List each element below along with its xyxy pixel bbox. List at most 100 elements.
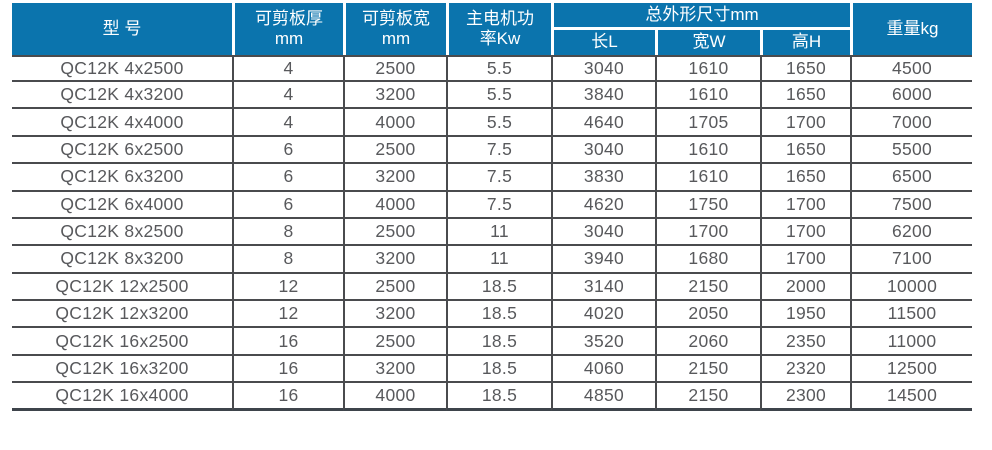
cell-power: 11: [446, 218, 551, 247]
cell-power: 5.5: [446, 109, 551, 137]
header-width: 宽W: [655, 29, 760, 55]
cell-length: 4620: [551, 191, 655, 219]
cell-power: 5.5: [446, 54, 551, 82]
cell-width: 2150: [655, 383, 760, 411]
cell-thickness: 8: [232, 246, 343, 274]
cell-weight: 5500: [850, 136, 973, 165]
header-thickness: 可剪板厚 mm: [232, 3, 343, 55]
header-weight: 重量kg: [850, 3, 973, 55]
cell-power: 18.5: [446, 355, 551, 384]
cell-plate-width: 3200: [343, 81, 446, 110]
cell-thickness: 4: [232, 54, 343, 82]
cell-thickness: 16: [232, 355, 343, 384]
cell-plate-width: 2500: [343, 273, 446, 302]
cell-model: QC12K 4x3200: [12, 81, 232, 110]
header-plate-width-label: 可剪板宽: [362, 9, 430, 29]
cell-length: 3040: [551, 54, 655, 82]
header-thickness-unit: mm: [274, 28, 304, 48]
cell-model: QC12K 16x3200: [12, 355, 232, 384]
cell-width: 2150: [655, 355, 760, 384]
cell-length: 4640: [551, 109, 655, 137]
table-row: QC12K 12x2500 12 2500 18.5 3140 2150 200…: [12, 273, 973, 302]
cell-power: 18.5: [446, 328, 551, 356]
cell-plate-width: 2500: [343, 218, 446, 247]
cell-model: QC12K 6x4000: [12, 191, 232, 219]
cell-length: 3140: [551, 273, 655, 302]
cell-model: QC12K 16x2500: [12, 328, 232, 356]
header-dimensions-group: 总外形尺寸mm: [551, 3, 851, 30]
cell-length: 3040: [551, 218, 655, 247]
header-plate-width-unit: mm: [381, 28, 411, 48]
cell-plate-width: 4000: [343, 191, 446, 219]
table-row: QC12K 4x3200 4 3200 5.5 3840 1610 1650 6…: [12, 81, 973, 110]
table-row: QC12K 6x4000 6 4000 7.5 4620 1750 1700 7…: [12, 191, 973, 219]
table-row: QC12K 4x4000 4 4000 5.5 4640 1705 1700 7…: [12, 109, 973, 137]
cell-height: 1650: [760, 54, 851, 82]
cell-width: 2060: [655, 328, 760, 356]
table-row: QC12K 4x2500 4 2500 5.5 3040 1610 1650 4…: [12, 54, 973, 82]
header-length: 长L: [551, 29, 655, 55]
cell-length: 4060: [551, 355, 655, 384]
cell-length: 3520: [551, 328, 655, 356]
cell-model: QC12K 12x2500: [12, 273, 232, 302]
cell-power: 18.5: [446, 301, 551, 329]
table-row: QC12K 16x2500 16 2500 18.5 3520 2060 235…: [12, 328, 973, 356]
cell-weight: 6000: [850, 81, 973, 110]
cell-plate-width: 3200: [343, 246, 446, 274]
cell-weight: 14500: [850, 383, 973, 411]
cell-height: 1650: [760, 136, 851, 165]
cell-height: 1700: [760, 246, 851, 274]
cell-height: 1700: [760, 109, 851, 137]
cell-thickness: 8: [232, 218, 343, 247]
table-row: QC12K 6x3200 6 3200 7.5 3830 1610 1650 6…: [12, 164, 973, 192]
cell-thickness: 6: [232, 136, 343, 165]
spec-table: 型 号 可剪板厚 mm 可剪板宽 mm 主电机功 率Kw 总外形尺寸mm 重量k…: [12, 3, 973, 411]
header-motor-power-label-1: 主电机功: [466, 9, 534, 29]
table-row: QC12K 12x3200 12 3200 18.5 4020 2050 195…: [12, 301, 973, 329]
cell-thickness: 6: [232, 191, 343, 219]
table-row: QC12K 6x2500 6 2500 7.5 3040 1610 1650 5…: [12, 136, 973, 165]
header-motor-power: 主电机功 率Kw: [446, 3, 551, 55]
cell-plate-width: 3200: [343, 355, 446, 384]
cell-length: 3840: [551, 81, 655, 110]
cell-power: 18.5: [446, 273, 551, 302]
cell-model: QC12K 16x4000: [12, 383, 232, 411]
cell-height: 2320: [760, 355, 851, 384]
cell-width: 1705: [655, 109, 760, 137]
cell-height: 2350: [760, 328, 851, 356]
cell-width: 2050: [655, 301, 760, 329]
cell-plate-width: 2500: [343, 328, 446, 356]
cell-plate-width: 3200: [343, 164, 446, 192]
cell-width: 1610: [655, 164, 760, 192]
cell-height: 2300: [760, 383, 851, 411]
cell-model: QC12K 12x3200: [12, 301, 232, 329]
cell-plate-width: 2500: [343, 136, 446, 165]
cell-plate-width: 3200: [343, 301, 446, 329]
cell-power: 7.5: [446, 191, 551, 219]
cell-width: 1610: [655, 81, 760, 110]
cell-height: 1700: [760, 218, 851, 247]
cell-power: 7.5: [446, 164, 551, 192]
cell-thickness: 12: [232, 273, 343, 302]
cell-width: 2150: [655, 273, 760, 302]
cell-model: QC12K 8x3200: [12, 246, 232, 274]
cell-model: QC12K 4x4000: [12, 109, 232, 137]
cell-weight: 11000: [850, 328, 973, 356]
table-row: QC12K 8x2500 8 2500 11 3040 1700 1700 62…: [12, 218, 973, 247]
cell-height: 1650: [760, 81, 851, 110]
cell-length: 4850: [551, 383, 655, 411]
cell-weight: 12500: [850, 355, 973, 384]
cell-model: QC12K 8x2500: [12, 218, 232, 247]
table-header: 型 号 可剪板厚 mm 可剪板宽 mm 主电机功 率Kw 总外形尺寸mm 重量k…: [12, 3, 973, 55]
cell-length: 3830: [551, 164, 655, 192]
cell-width: 1680: [655, 246, 760, 274]
cell-model: QC12K 4x2500: [12, 54, 232, 82]
cell-weight: 6500: [850, 164, 973, 192]
table-row: QC12K 16x4000 16 4000 18.5 4850 2150 230…: [12, 383, 973, 411]
header-plate-width: 可剪板宽 mm: [343, 3, 446, 55]
cell-width: 1610: [655, 54, 760, 82]
cell-length: 3040: [551, 136, 655, 165]
header-thickness-label: 可剪板厚: [255, 9, 323, 29]
header-model: 型 号: [12, 3, 232, 55]
